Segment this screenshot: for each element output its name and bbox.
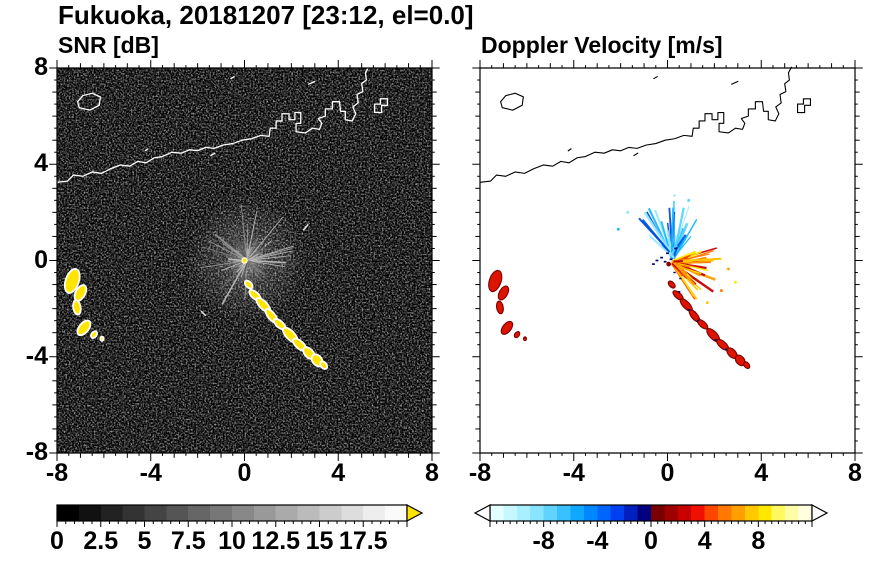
velocity-outlier-speck — [734, 280, 737, 284]
chain-negative-speck — [687, 309, 690, 311]
near-zero-negative-speck — [663, 260, 667, 263]
snr-panel-title: SNR [dB] — [58, 32, 159, 58]
velocity-heatmap — [480, 68, 855, 453]
island-outline — [78, 93, 388, 112]
strong-echoes — [62, 267, 329, 370]
y-tick-label: -8 — [25, 438, 48, 466]
chain-negative-speck — [714, 339, 717, 341]
x-tick-label: 8 — [425, 459, 439, 487]
coast-specks — [145, 76, 315, 155]
coastline — [480, 67, 792, 183]
island-outline — [501, 93, 811, 112]
colorbar-label: 4 — [697, 527, 712, 555]
radar-origin — [666, 261, 672, 267]
colorbar-label: 5 — [137, 527, 152, 555]
velocity-outlier-speck — [616, 227, 620, 231]
velocity-outlier-speck — [673, 194, 676, 197]
y-tick-label: 8 — [34, 53, 48, 81]
negative-velocity-fan — [639, 201, 697, 259]
colorbar-label: 8 — [751, 527, 766, 555]
colorbar-label: 10 — [218, 527, 246, 555]
snr-heatmap — [57, 68, 432, 453]
colorbar-label: 15 — [305, 527, 334, 555]
velocity-outlier-speck — [705, 301, 709, 305]
colorbar-label: 17.5 — [338, 527, 388, 555]
x-tick-label: 4 — [754, 459, 769, 487]
colorbar-label: 0 — [644, 527, 658, 555]
over-range-arrow — [811, 504, 829, 522]
x-tick-label: -8 — [468, 459, 492, 487]
chain-negative-speck — [679, 277, 682, 280]
colorbar-label: 0 — [50, 527, 64, 555]
near-zero-negative-speck — [652, 263, 655, 265]
chain-negative-speck — [696, 319, 700, 322]
axis-ticks — [49, 60, 439, 461]
velocity-outlier-speck — [626, 210, 630, 214]
x-tick-label: -4 — [562, 459, 585, 487]
y-tick-label: 0 — [34, 245, 48, 274]
snr-colorbar-scale — [56, 504, 424, 527]
velocity-plot — [480, 68, 855, 453]
x-tick-label: -8 — [45, 459, 69, 487]
positive-velocity-fan — [672, 248, 722, 299]
y-tick-label: 4 — [34, 149, 48, 178]
x-tick-label: -4 — [139, 459, 162, 487]
near-zero-negative-speck — [669, 258, 673, 261]
colorbar-label: -4 — [586, 527, 609, 555]
chain-negative-speck — [724, 348, 728, 351]
velocity-background — [480, 68, 855, 453]
axis-ticks — [472, 60, 862, 461]
near-zero-negative-speck — [674, 247, 678, 250]
chain-negative-speck — [673, 271, 676, 274]
colorbar-label: 7.5 — [170, 527, 206, 555]
x-tick-label: 0 — [660, 459, 675, 487]
x-tick-label: 0 — [237, 459, 252, 487]
velocity-outlier-speck — [720, 289, 723, 293]
velocity-colorbar-scale — [473, 504, 829, 527]
snr-plot — [57, 68, 432, 453]
x-tick-label: 4 — [331, 459, 346, 487]
isolated-echo-dash — [303, 224, 308, 230]
colorbar-label: 12.5 — [251, 527, 301, 555]
colorbar-label: 2.5 — [83, 527, 119, 555]
velocity-colorbar — [472, 504, 830, 545]
strong-echoes — [486, 269, 751, 370]
velocity-panel-title: Doppler Velocity [m/s] — [481, 32, 723, 58]
snr-colorbar — [39, 504, 425, 545]
x-tick-label: 8 — [848, 459, 862, 487]
near-zero-negative-speck — [660, 256, 664, 259]
velocity-outlier-speck — [727, 267, 730, 271]
velocity-outlier-speck — [687, 198, 690, 202]
chain-negative-speck — [678, 291, 681, 293]
y-tick-label: -4 — [25, 341, 48, 370]
clutter-starburst — [200, 205, 296, 305]
isolated-echo-dash — [201, 311, 206, 316]
colorbar-label: -8 — [532, 527, 555, 555]
near-zero-negative-speck — [655, 259, 659, 262]
near-zero-negative-speck — [666, 252, 669, 255]
coastline — [57, 67, 369, 183]
coast-specks — [568, 76, 738, 155]
figure-title: Fukuoka, 20181207 [23:12, el=0.0] — [58, 0, 474, 30]
under-range-arrow — [473, 504, 491, 522]
over-range-arrow — [406, 504, 424, 522]
